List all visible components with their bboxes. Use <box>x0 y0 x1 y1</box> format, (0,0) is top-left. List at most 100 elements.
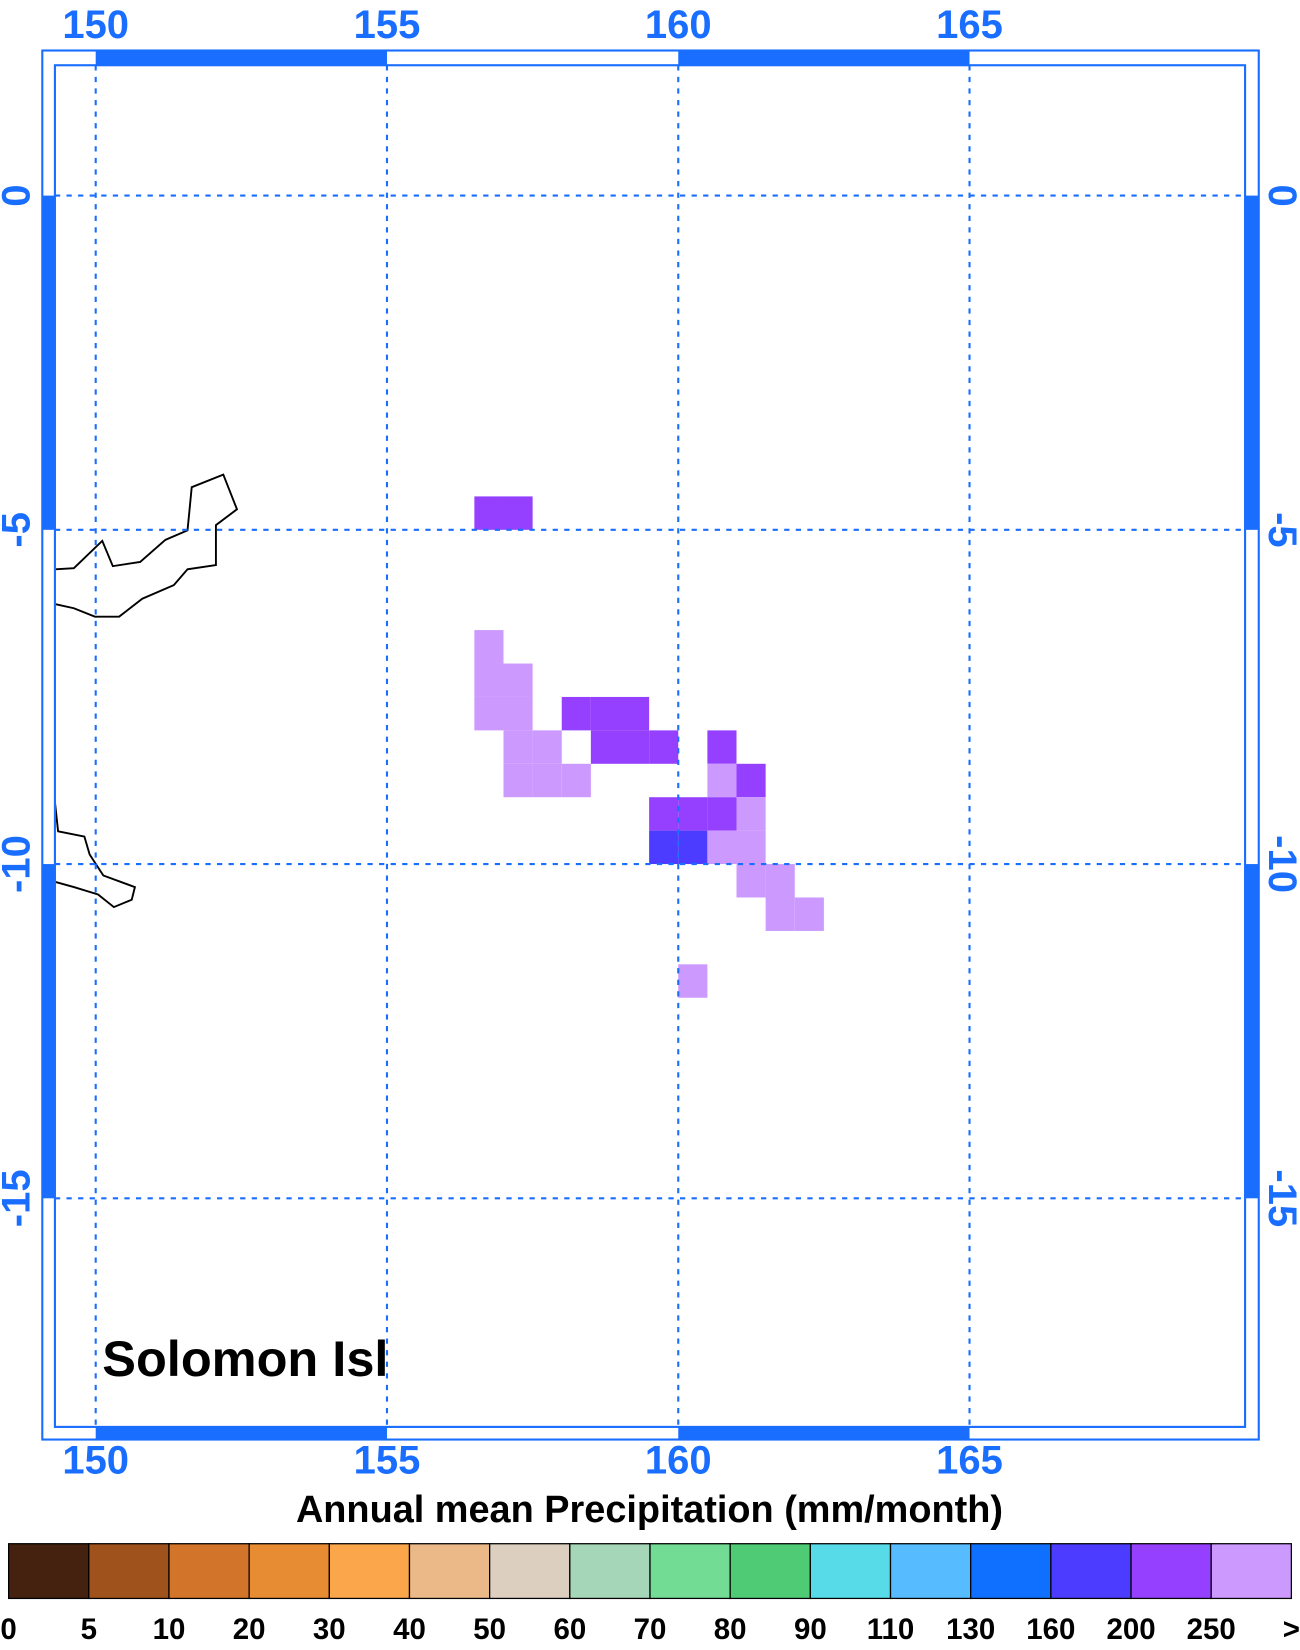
y-tick-label: 0 <box>0 184 39 206</box>
grid-cell <box>649 797 679 831</box>
grid-cell <box>561 696 591 731</box>
colorbar-label: 130 <box>946 1613 995 1646</box>
x-tick-label: 160 <box>645 3 712 47</box>
grid-cell <box>590 696 620 731</box>
grid-cell <box>678 964 708 998</box>
frame-band <box>42 864 55 1199</box>
grid-cell <box>736 763 766 798</box>
colorbar-label: 60 <box>553 1613 586 1646</box>
grid-cell <box>474 696 504 731</box>
colorbar-label: 70 <box>634 1613 667 1646</box>
colorbar-box <box>1130 1543 1212 1600</box>
y-tick-label: 0 <box>1260 184 1300 206</box>
colorbar-label: > <box>1283 1613 1300 1646</box>
outer-frame <box>41 49 1260 1441</box>
colorbar: 0 5 10 20 30 40 50 60 70 80 90 110 130 160 200 250 > <box>0 1543 1300 1646</box>
y-tick-label: -15 <box>1260 1169 1300 1227</box>
colorbar-box <box>7 1543 90 1600</box>
colorbar-label: 160 <box>1026 1613 1075 1646</box>
grid-cell <box>707 730 737 764</box>
grid-cell <box>794 897 824 931</box>
x-tick-label: 165 <box>936 1438 1003 1482</box>
colorbar-label: 110 <box>867 1613 915 1646</box>
grid-cell <box>736 864 766 898</box>
colorbar-label: 90 <box>794 1613 827 1646</box>
colorbar-label: 40 <box>393 1613 426 1646</box>
colorbar-box <box>88 1543 170 1600</box>
x-tick-label: 150 <box>62 1438 129 1482</box>
y-tick-label: -10 <box>1260 835 1300 893</box>
grid-cell <box>678 830 708 865</box>
colorbar-label: 80 <box>714 1613 747 1646</box>
grid-cell <box>678 797 708 831</box>
y-tick-label: -5 <box>1260 512 1300 548</box>
grid-cell <box>707 763 737 798</box>
colorbar-box <box>1210 1543 1293 1600</box>
grid-cell <box>474 496 504 530</box>
grid-cell <box>503 730 533 764</box>
grid-cell <box>649 730 679 764</box>
frame-band <box>42 195 55 530</box>
colorbar-box <box>809 1543 892 1600</box>
grid-cell <box>532 763 562 798</box>
x-tick-label: 160 <box>645 1438 712 1482</box>
colorbar-label: 50 <box>473 1613 506 1646</box>
grid-cell <box>474 630 504 664</box>
colorbar-label: 200 <box>1106 1613 1155 1646</box>
colorbar-box <box>729 1543 811 1600</box>
grid-cell <box>707 830 737 865</box>
colorbar-label: 20 <box>233 1613 266 1646</box>
grid-cell <box>765 897 795 931</box>
grid-cell <box>736 830 766 865</box>
colorbar-box <box>970 1543 1052 1600</box>
colorbar-title: Annual mean Precipitation (mm/month) <box>296 1489 1003 1531</box>
cells <box>474 496 824 998</box>
grid-cell <box>649 830 679 865</box>
colorbar-box <box>889 1543 972 1600</box>
axes: 150 150 155 155 160 160 165 165 0 0 -5 -5 -10 -10 -15 -… <box>0 3 1300 1482</box>
colorbar-box <box>328 1543 411 1600</box>
grid-cell <box>503 496 533 530</box>
grid-cell <box>503 663 533 697</box>
grid-cell <box>561 763 591 798</box>
frame-band <box>95 1426 387 1440</box>
grid-cell <box>503 696 533 731</box>
grid-cell <box>532 730 562 764</box>
coastlines <box>53 473 239 909</box>
colorbar-box <box>248 1543 330 1600</box>
y-tick-label: -5 <box>0 512 39 548</box>
grid-cell <box>707 797 737 831</box>
grid-cell <box>619 730 650 764</box>
frame-band <box>95 50 387 66</box>
grid-cell <box>765 864 795 898</box>
frame-band <box>1245 195 1259 530</box>
x-tick-label: 150 <box>62 3 129 47</box>
colorbar-box <box>408 1543 491 1600</box>
grid-cell <box>619 696 650 731</box>
y-tick-label: -15 <box>0 1169 39 1227</box>
colorbar-box <box>168 1543 250 1600</box>
colorbar-box <box>649 1543 731 1600</box>
x-tick-label: 155 <box>354 1438 421 1482</box>
x-tick-label: 165 <box>936 3 1003 47</box>
colorbar-box <box>569 1543 651 1600</box>
colorbar-box <box>1050 1543 1132 1600</box>
colorbar-label: 5 <box>81 1613 97 1646</box>
grid-cell <box>736 797 766 831</box>
colorbar-label: 10 <box>153 1613 186 1646</box>
coastline <box>53 801 137 909</box>
map-title: Solomon Isl <box>102 1330 388 1387</box>
y-tick-label: -10 <box>0 835 39 893</box>
grid-cell <box>503 763 533 798</box>
frame-band <box>1245 864 1259 1199</box>
frame-band <box>678 50 970 66</box>
grid-cell <box>474 663 504 697</box>
colorbar-box <box>489 1543 571 1600</box>
grid-cell <box>590 730 620 764</box>
colorbar-label: 30 <box>313 1613 346 1646</box>
colorbar-label: 250 <box>1187 1613 1236 1646</box>
x-tick-label: 155 <box>354 3 421 47</box>
frame-band <box>678 1426 970 1440</box>
plot-frame <box>53 64 1247 1428</box>
